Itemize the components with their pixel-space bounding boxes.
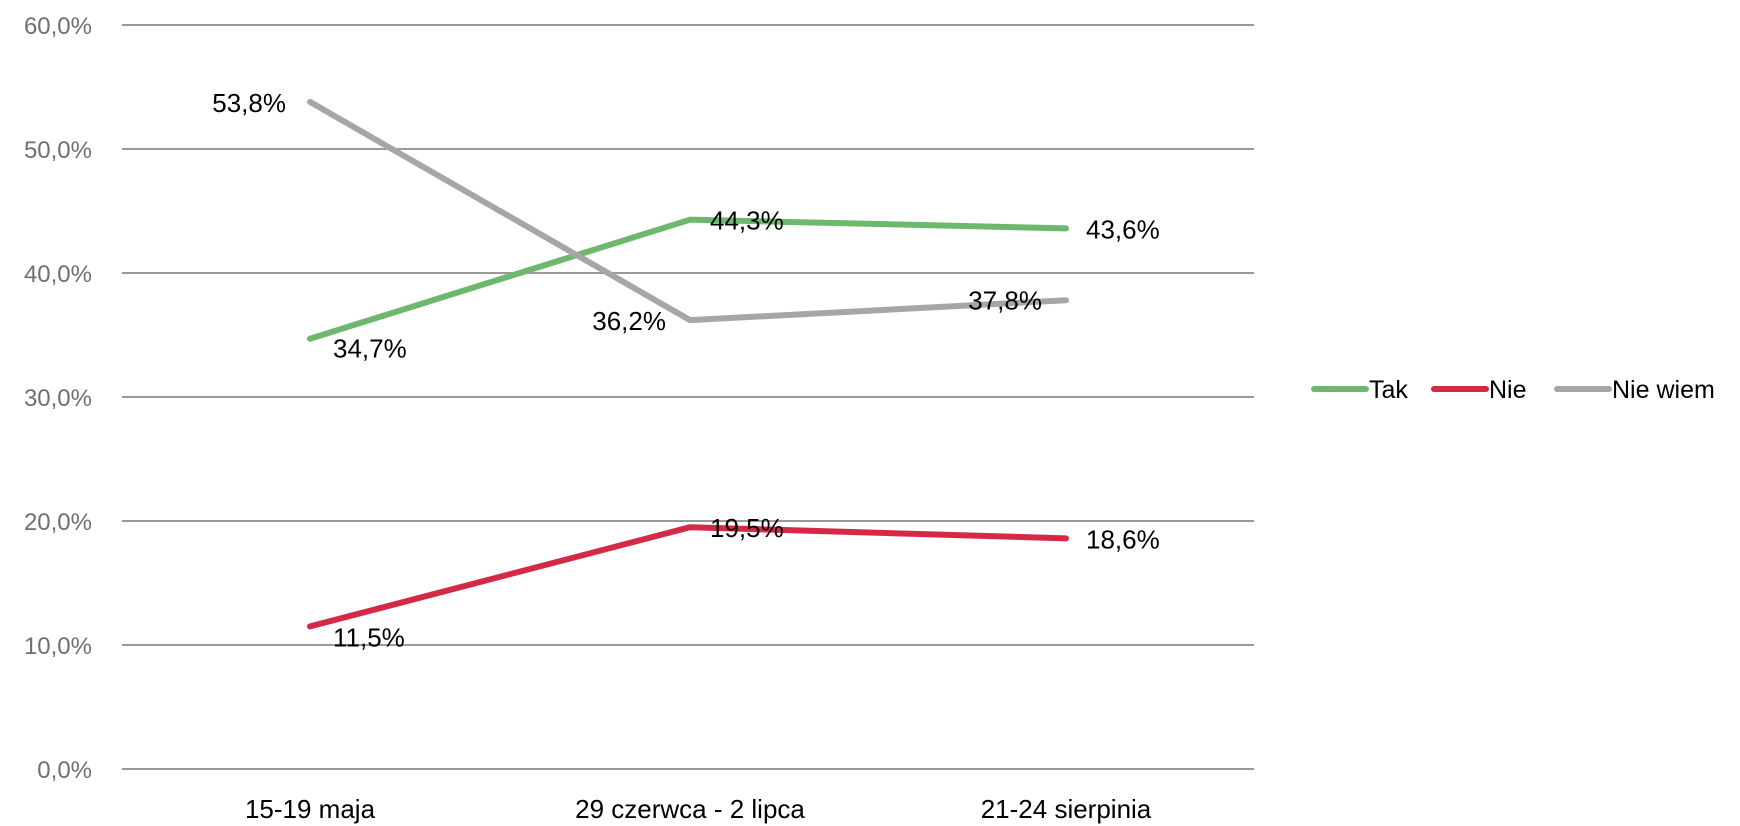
data-label: 18,6%	[1086, 524, 1160, 554]
y-axis-tick-labels: 0,0% 10,0% 20,0% 30,0% 40,0% 50,0% 60,0%	[24, 13, 92, 784]
legend-label: Tak	[1369, 376, 1408, 404]
y-tick-label: 10,0%	[24, 633, 92, 660]
data-label: 44,3%	[710, 206, 784, 236]
legend-label: Nie wiem	[1612, 376, 1715, 404]
data-label: 19,5%	[710, 513, 784, 543]
y-tick-label: 0,0%	[37, 757, 92, 784]
y-tick-label: 60,0%	[24, 13, 92, 40]
x-axis-category-labels: 15-19 maja 29 czerwca - 2 lipca 21-24 sier…	[245, 794, 1152, 824]
legend: Tak Nie Nie wiem	[1311, 376, 1715, 404]
legend-label: Nie	[1489, 376, 1527, 404]
y-tick-label: 30,0%	[24, 385, 92, 412]
x-category-label: 15-19 maja	[245, 794, 376, 824]
y-tick-label: 50,0%	[24, 137, 92, 164]
series-line-0	[307, 216, 1069, 342]
series-line-2	[307, 98, 1069, 324]
data-label: 11,5%	[333, 622, 405, 652]
series-line-1	[307, 524, 1069, 630]
data-label: 37,8%	[968, 285, 1042, 315]
y-tick-label: 20,0%	[24, 509, 92, 536]
x-category-label: 21-24 sierpinia	[981, 794, 1152, 824]
data-label: 43,6%	[1086, 214, 1160, 244]
data-labels: 34,7% 44,3% 43,6% 11,5% 19,5% 18,6% 53,8% 36,2%…	[212, 88, 1159, 653]
gridlines	[122, 24, 1254, 770]
data-label: 53,8%	[212, 88, 286, 118]
y-tick-label: 40,0%	[24, 261, 92, 288]
x-category-label: 29 czerwca - 2 lipca	[575, 794, 805, 824]
data-label: 36,2%	[592, 306, 666, 336]
data-label: 34,7%	[333, 334, 407, 364]
series-lines	[307, 98, 1069, 630]
